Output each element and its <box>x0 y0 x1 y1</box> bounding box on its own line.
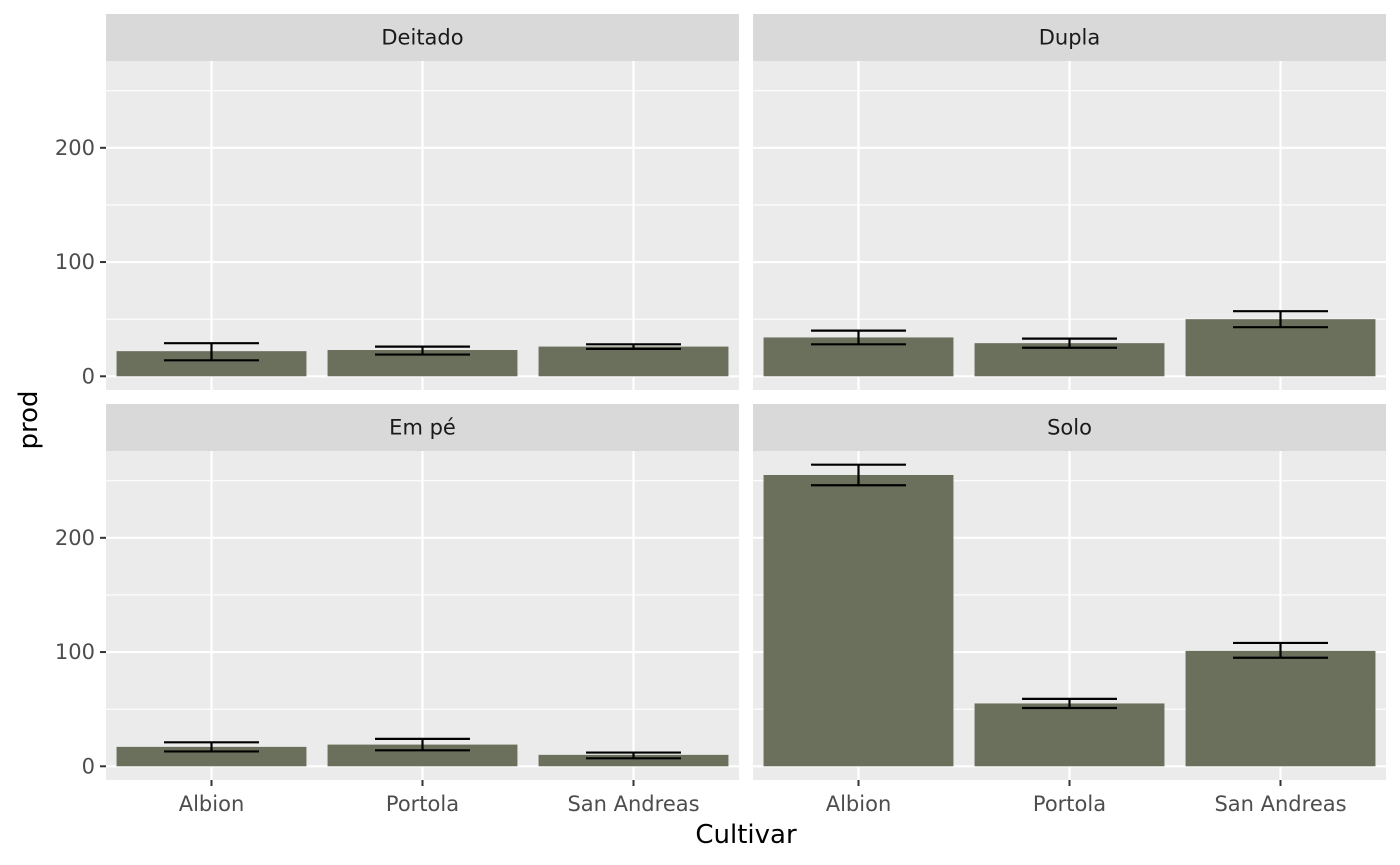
x-tick-label: Albion <box>826 792 892 816</box>
error-bar <box>1233 310 1328 329</box>
facet-strip <box>753 404 1386 451</box>
facet-strip <box>753 14 1386 61</box>
bar <box>538 346 729 377</box>
error-bar <box>1022 697 1117 710</box>
bar <box>1185 319 1376 377</box>
x-axis-title: Cultivar <box>695 820 797 850</box>
error-bar <box>811 463 906 487</box>
x-tick-label: Albion <box>179 792 245 816</box>
facet-panel: Solo Albion Portola San Andreas <box>753 404 1386 816</box>
error-bar <box>164 342 259 362</box>
facet-panel: Deitado 0 100 200 <box>55 14 739 390</box>
error-bar <box>1022 337 1117 349</box>
error-bar <box>375 345 470 356</box>
y-tick-label: 100 <box>55 250 95 274</box>
y-tick-label: 200 <box>55 136 95 160</box>
error-bar <box>1233 641 1328 659</box>
bar <box>1185 650 1376 767</box>
facet-strip <box>106 404 739 451</box>
y-tick-label: 100 <box>55 640 95 664</box>
facet-panel: Dupla <box>753 14 1386 390</box>
bar <box>763 474 954 767</box>
x-tick-label: San Andreas <box>1214 792 1346 816</box>
x-tick-label: Portola <box>386 792 459 816</box>
y-axis-title: prod <box>14 390 44 449</box>
facet-strip-label: Em pé <box>389 416 456 440</box>
error-bar <box>811 329 906 346</box>
y-tick-label: 0 <box>82 754 95 778</box>
error-bar <box>375 737 470 752</box>
y-tick-label: 200 <box>55 526 95 550</box>
bar <box>974 703 1165 767</box>
y-tick-label: 0 <box>82 364 95 388</box>
error-bar <box>586 751 681 760</box>
facet-strip <box>106 14 739 61</box>
facet-strip-label: Solo <box>1047 416 1092 440</box>
x-tick-label: San Andreas <box>567 792 699 816</box>
error-bar <box>586 343 681 350</box>
facet-panel: Em pé 0 100 200 Albion Portola San Andreas <box>55 404 739 816</box>
facet-strip-label: Deitado <box>381 26 463 50</box>
bar <box>538 754 729 767</box>
error-bar <box>164 741 259 753</box>
facet-strip-label: Dupla <box>1039 26 1101 50</box>
x-tick-label: Portola <box>1033 792 1106 816</box>
